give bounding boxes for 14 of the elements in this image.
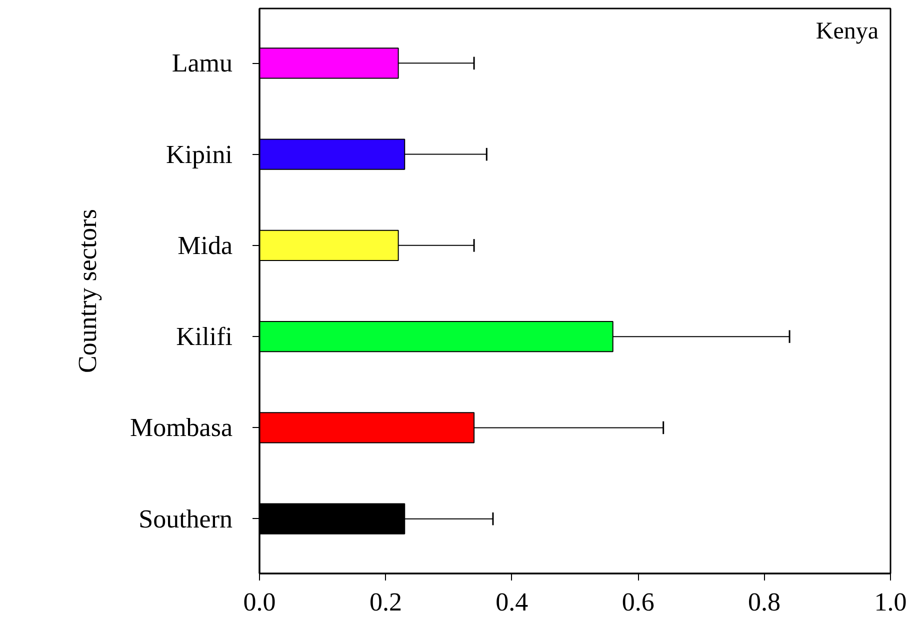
x-tick-label: 0.4 bbox=[496, 588, 528, 616]
x-tick-label: 0.2 bbox=[369, 588, 402, 616]
y-tick-label: Southern bbox=[138, 504, 233, 534]
x-tick-label: 0.0 bbox=[243, 588, 276, 616]
x-tick-label: 1.0 bbox=[874, 588, 907, 616]
y-tick-label: Kipini bbox=[166, 140, 233, 169]
annotation: Kenya bbox=[816, 18, 879, 44]
y-tick-label: Kilifi bbox=[176, 322, 233, 352]
y-tick-label: Mombasa bbox=[130, 413, 233, 442]
x-tick-label: 0.6 bbox=[622, 588, 654, 616]
y-axis-title: Country sectors bbox=[72, 209, 102, 373]
x-tick-label: 0.8 bbox=[748, 588, 781, 616]
y-tick-label: Mida bbox=[178, 230, 233, 260]
y-tick-label: Lamu bbox=[172, 48, 233, 78]
